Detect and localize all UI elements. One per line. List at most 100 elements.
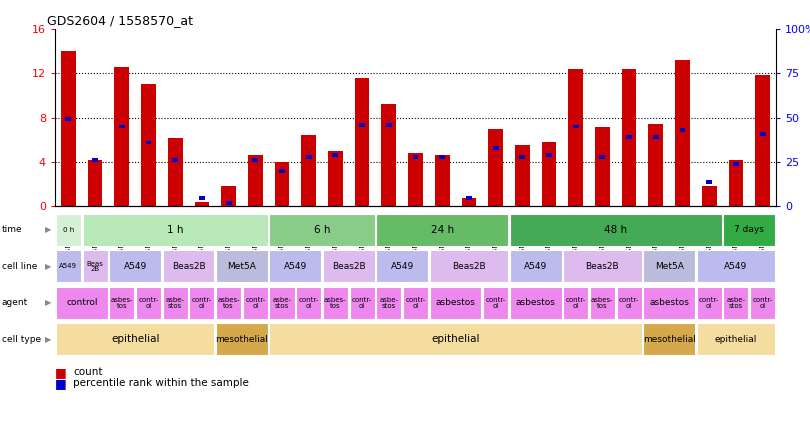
Bar — [226, 201, 232, 205]
Bar — [270, 287, 295, 319]
Bar — [697, 250, 775, 282]
Bar — [653, 135, 659, 139]
Bar — [136, 287, 161, 319]
Bar — [546, 153, 552, 157]
Bar — [243, 287, 268, 319]
Text: ▶: ▶ — [45, 335, 51, 344]
Bar — [270, 323, 642, 355]
Bar — [323, 250, 375, 282]
Bar — [509, 214, 722, 246]
Bar — [595, 127, 610, 206]
Bar — [483, 287, 508, 319]
Bar — [56, 323, 215, 355]
Bar — [216, 323, 268, 355]
Bar — [270, 250, 322, 282]
Bar — [755, 75, 770, 206]
Bar — [563, 287, 588, 319]
Text: asbe-
stos: asbe- stos — [272, 297, 292, 309]
Bar — [435, 155, 450, 206]
Bar — [248, 155, 262, 206]
Bar — [253, 159, 258, 162]
Bar — [697, 323, 775, 355]
Bar — [359, 123, 365, 127]
Text: ■: ■ — [55, 377, 67, 390]
Text: asbe-
stos: asbe- stos — [166, 297, 185, 309]
Bar — [377, 250, 428, 282]
Text: time: time — [2, 226, 22, 234]
Bar — [350, 287, 375, 319]
Text: percentile rank within the sample: percentile rank within the sample — [73, 378, 249, 388]
Text: contr-
ol: contr- ol — [192, 297, 212, 309]
Bar — [412, 155, 419, 159]
Bar — [296, 287, 322, 319]
Text: count: count — [73, 367, 102, 377]
Text: ▶: ▶ — [45, 226, 51, 234]
Bar — [119, 125, 125, 128]
Bar — [109, 250, 161, 282]
Bar — [569, 69, 583, 206]
Text: contr-
ol: contr- ol — [565, 297, 586, 309]
Text: A549: A549 — [124, 262, 147, 271]
Bar — [56, 214, 81, 246]
Bar — [760, 132, 765, 135]
Bar — [275, 162, 289, 206]
Text: epithelial: epithelial — [432, 334, 480, 344]
Text: contr-
ol: contr- ol — [139, 297, 159, 309]
Bar — [216, 287, 241, 319]
Bar — [386, 123, 392, 127]
Text: asbes-
tos: asbes- tos — [324, 297, 347, 309]
Text: 6 h: 6 h — [313, 225, 330, 235]
Bar — [221, 186, 236, 206]
Text: contr-
ol: contr- ol — [405, 297, 426, 309]
Text: contr-
ol: contr- ol — [752, 297, 773, 309]
Bar — [680, 128, 685, 132]
Bar — [87, 160, 103, 206]
Bar — [109, 287, 134, 319]
Text: 48 h: 48 h — [604, 225, 627, 235]
Bar — [466, 196, 472, 199]
Text: mesothelial: mesothelial — [215, 335, 268, 344]
Bar — [382, 104, 396, 206]
Bar — [643, 287, 695, 319]
Text: Beas2B: Beas2B — [332, 262, 365, 271]
Text: asbestos: asbestos — [516, 298, 556, 307]
Text: A549: A549 — [284, 262, 307, 271]
Bar — [92, 159, 98, 162]
Bar — [270, 214, 375, 246]
Bar — [332, 153, 339, 157]
Bar — [194, 202, 209, 206]
Bar — [697, 287, 722, 319]
Text: epithelial: epithelial — [111, 334, 160, 344]
Bar — [492, 146, 499, 150]
Text: mesothelial: mesothelial — [643, 335, 696, 344]
Bar — [355, 78, 369, 206]
Text: control: control — [66, 298, 97, 307]
Bar — [301, 135, 316, 206]
Bar — [706, 180, 712, 183]
Bar — [723, 214, 775, 246]
Bar — [626, 135, 632, 139]
Text: cell type: cell type — [2, 335, 40, 344]
Bar — [323, 287, 348, 319]
Bar — [519, 155, 525, 159]
Bar — [676, 60, 690, 206]
Bar — [563, 250, 642, 282]
Bar — [279, 169, 285, 173]
Bar — [61, 51, 76, 206]
Bar — [750, 287, 775, 319]
Bar — [114, 67, 129, 206]
Text: ▶: ▶ — [45, 298, 51, 307]
Bar — [83, 214, 268, 246]
Text: contr-
ol: contr- ol — [352, 297, 373, 309]
Text: asbe-
stos: asbe- stos — [727, 297, 745, 309]
Text: contr-
ol: contr- ol — [299, 297, 319, 309]
Bar — [66, 118, 71, 121]
Text: asbestos: asbestos — [650, 298, 689, 307]
Bar — [56, 250, 81, 282]
Bar — [733, 162, 739, 166]
Bar — [462, 198, 476, 206]
Text: A549: A549 — [724, 262, 748, 271]
Text: contr-
ol: contr- ol — [485, 297, 505, 309]
Text: 24 h: 24 h — [431, 225, 454, 235]
Bar — [83, 250, 108, 282]
